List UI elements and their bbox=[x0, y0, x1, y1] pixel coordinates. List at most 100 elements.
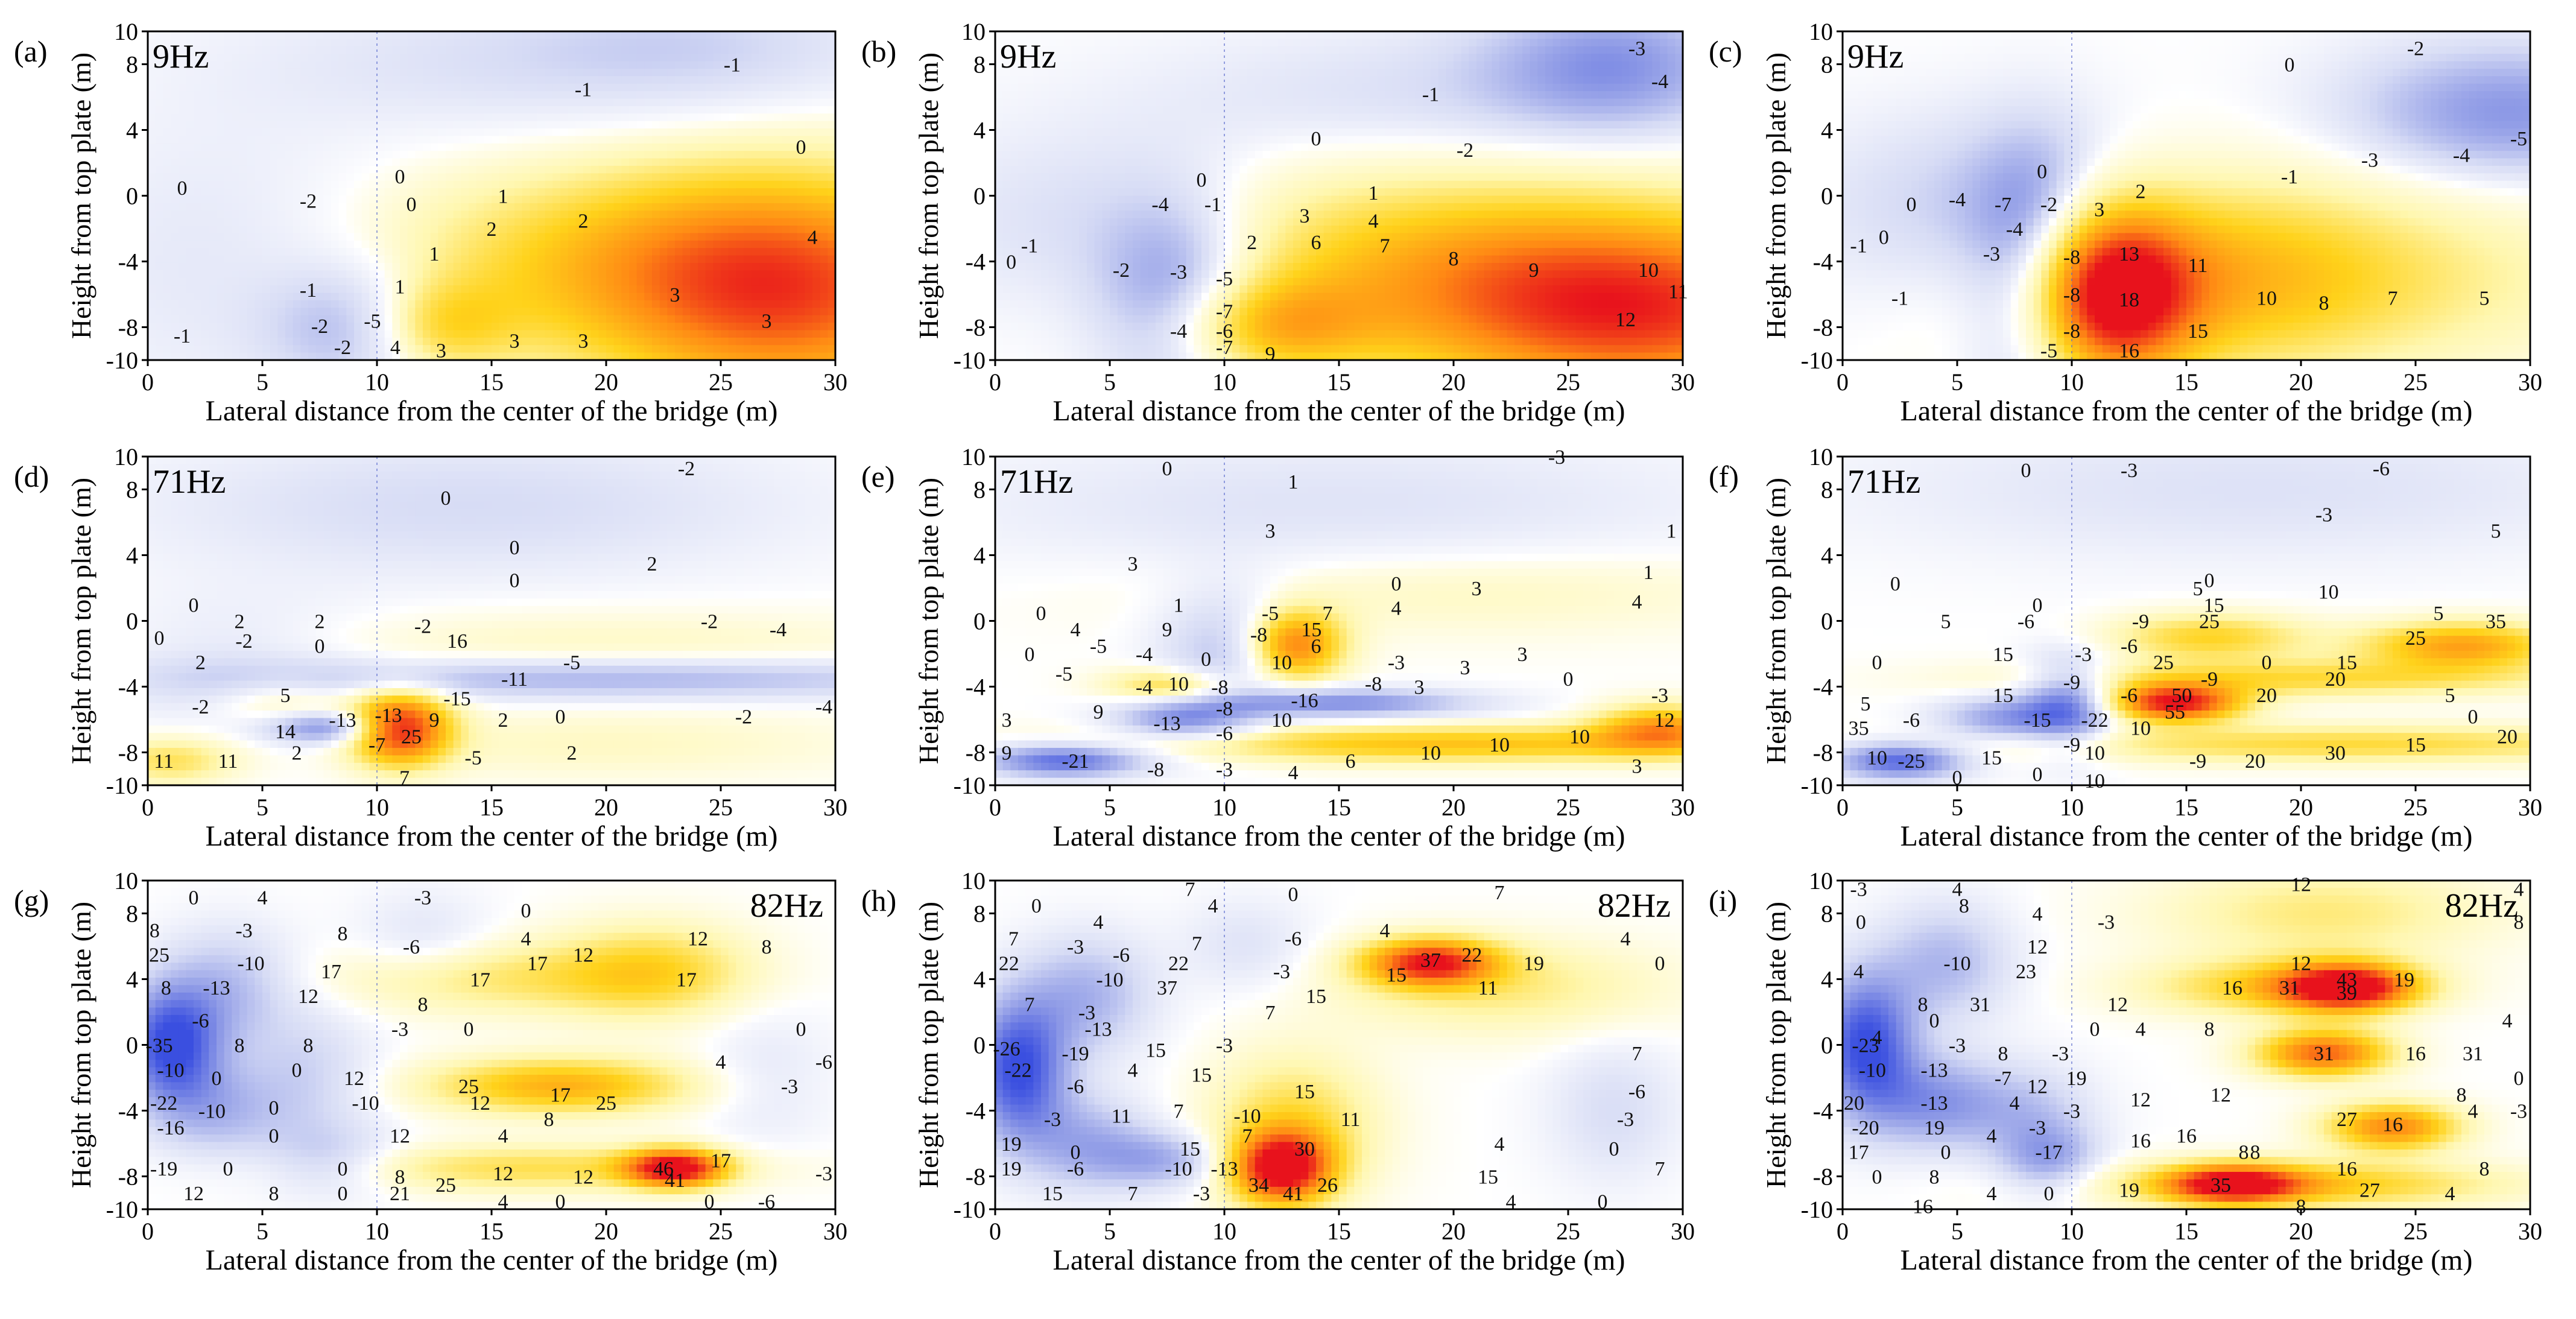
contour-label: 12 bbox=[2027, 936, 2048, 958]
contour-label: -26 bbox=[993, 1038, 1020, 1060]
contour-label: -5 bbox=[563, 652, 580, 674]
y-tick-label: 8 bbox=[973, 51, 986, 78]
x-tick-label: 15 bbox=[2174, 1218, 2198, 1245]
contour-label: -8 bbox=[1250, 624, 1267, 646]
contour-label: 5 bbox=[280, 685, 291, 707]
y-axis-label: Height from top plate (m) bbox=[1761, 52, 1791, 339]
contour-label: 19 bbox=[2119, 1179, 2139, 1201]
contour-label: 25 bbox=[2199, 611, 2220, 633]
contour-label: 0 bbox=[1071, 1142, 1081, 1164]
frequency-label: 82Hz bbox=[1598, 887, 1671, 925]
contour-label: 7 bbox=[1174, 1101, 1184, 1123]
y-tick-label: 4 bbox=[126, 966, 138, 993]
x-tick-label: 10 bbox=[365, 1218, 389, 1245]
y-tick-label: 10 bbox=[114, 443, 138, 470]
contour-label: -3 bbox=[781, 1076, 798, 1098]
contour-label: 30 bbox=[2325, 742, 2346, 765]
contour-label: 0 bbox=[2090, 1018, 2100, 1040]
x-axis-label: Lateral distance from the center of the … bbox=[1053, 395, 1625, 427]
contour-label: 8 bbox=[303, 1035, 314, 1057]
contour-label: 4 bbox=[2136, 1018, 2146, 1040]
contour-label: -4 bbox=[770, 619, 786, 641]
contour-label: 2 bbox=[647, 553, 657, 575]
x-tick-label: 25 bbox=[1556, 1218, 1580, 1245]
y-tick-label: 4 bbox=[973, 117, 986, 144]
contour-label: -11 bbox=[501, 668, 528, 691]
y-tick-label: -8 bbox=[118, 314, 138, 341]
contour-label: 4 bbox=[1071, 619, 1081, 641]
contour-label: -3 bbox=[1651, 685, 1668, 707]
contour-label: 50 bbox=[2171, 685, 2192, 707]
y-tick-label: 4 bbox=[1821, 542, 1833, 569]
contour-label: -8 bbox=[1147, 759, 1164, 781]
contour-label: -7 bbox=[1216, 300, 1233, 323]
contour-label: 4 bbox=[1853, 961, 1864, 983]
contour-label: 4 bbox=[1208, 895, 1218, 917]
contour-label: -3 bbox=[2075, 644, 2092, 666]
contour-label: 46 bbox=[653, 1158, 674, 1180]
contour-label: 11 bbox=[154, 750, 174, 773]
y-tick-label: 0 bbox=[126, 1032, 138, 1059]
contour-label: 4 bbox=[1987, 1183, 1997, 1205]
contour-label: -6 bbox=[2121, 635, 2138, 657]
contour-label: -10 bbox=[1233, 1105, 1261, 1128]
x-tick-label: 30 bbox=[1671, 794, 1695, 821]
contour-label: 0 bbox=[2044, 1183, 2054, 1205]
contour-label: 3 bbox=[1002, 709, 1012, 732]
frequency-label: 71Hz bbox=[1847, 463, 1920, 501]
y-tick-label: -8 bbox=[1813, 314, 1833, 341]
contour-label: 9 bbox=[1265, 343, 1276, 365]
frequency-label: 9Hz bbox=[1000, 38, 1056, 75]
contour-label: 0 bbox=[1025, 644, 1035, 666]
y-tick-label: -4 bbox=[118, 248, 138, 276]
contour-label: 15 bbox=[1145, 1040, 1166, 1062]
contour-label: 22 bbox=[1461, 944, 1482, 967]
contour-label: 5 bbox=[2193, 578, 2203, 600]
contour-label: 4 bbox=[2468, 1101, 2478, 1123]
contour-label: 12 bbox=[573, 1166, 593, 1189]
y-tick-label: 10 bbox=[961, 443, 986, 470]
contour-label: 10 bbox=[1271, 709, 1292, 732]
x-tick-label: 25 bbox=[1556, 368, 1580, 396]
x-axis-label: Lateral distance from the center of the … bbox=[1900, 1244, 2473, 1276]
contour-label: -6 bbox=[1216, 723, 1233, 745]
contour-label: 10 bbox=[2256, 287, 2277, 309]
x-axis-label: Lateral distance from the center of the … bbox=[206, 820, 778, 852]
contour-label: -21 bbox=[1062, 750, 1089, 773]
contour-label: 23 bbox=[2016, 961, 2036, 983]
contour-label: 0 bbox=[2204, 569, 2215, 592]
y-tick-label: -8 bbox=[1813, 739, 1833, 767]
y-tick-label: 8 bbox=[126, 476, 138, 504]
contour-label: 55 bbox=[2165, 701, 2185, 723]
contour-label: -4 bbox=[1151, 194, 1168, 216]
contour-label: 4 bbox=[1632, 591, 1642, 613]
contour-label: 15 bbox=[1981, 747, 2002, 770]
contour-label: 0 bbox=[315, 635, 325, 657]
contour-label: -2 bbox=[701, 611, 718, 633]
contour-label: 4 bbox=[2445, 1183, 2455, 1205]
y-axis-label: Height from top plate (m) bbox=[913, 902, 944, 1188]
y-axis-label: Height from top plate (m) bbox=[66, 52, 97, 339]
contour-label: 3 bbox=[1632, 755, 1642, 777]
contour-label: -5 bbox=[1090, 635, 1107, 657]
contour-label: 10 bbox=[1867, 747, 1887, 770]
contour-label: 0 bbox=[292, 1059, 302, 1081]
x-axis-label: Lateral distance from the center of the … bbox=[1900, 820, 2473, 852]
contour-label: 6 bbox=[1311, 232, 1321, 254]
contour-label: -4 bbox=[2006, 218, 2023, 241]
contour-label: 17 bbox=[1849, 1142, 1869, 1164]
contour-label: -3 bbox=[1078, 1002, 1095, 1024]
contour-label: 7 bbox=[1025, 993, 1035, 1016]
contour-label: 0 bbox=[2285, 54, 2295, 77]
contour-label: -4 bbox=[1136, 677, 1153, 699]
contour-label: 0 bbox=[407, 194, 417, 216]
contour-label: 4 bbox=[2514, 879, 2524, 901]
contour-label: 4 bbox=[1987, 1125, 1997, 1147]
contour-label: -13 bbox=[1920, 1092, 1948, 1115]
contour-label: 8 bbox=[2479, 1158, 2490, 1180]
contour-label: 9 bbox=[1002, 742, 1012, 765]
y-tick-label: 4 bbox=[126, 542, 138, 569]
contour-label: -2 bbox=[2407, 37, 2424, 60]
contour-label: 37 bbox=[1157, 977, 1177, 999]
contour-label: 4 bbox=[2502, 1010, 2513, 1033]
